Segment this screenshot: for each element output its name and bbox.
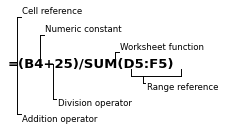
Text: Range reference: Range reference — [147, 83, 219, 92]
Text: Cell reference: Cell reference — [22, 7, 82, 16]
Text: =(B4+25)/SUM(D5:F5): =(B4+25)/SUM(D5:F5) — [7, 57, 174, 71]
Text: Worksheet function: Worksheet function — [120, 43, 204, 52]
Text: Addition operator: Addition operator — [22, 115, 98, 124]
Text: Numeric constant: Numeric constant — [45, 25, 122, 34]
Text: Division operator: Division operator — [58, 99, 132, 108]
